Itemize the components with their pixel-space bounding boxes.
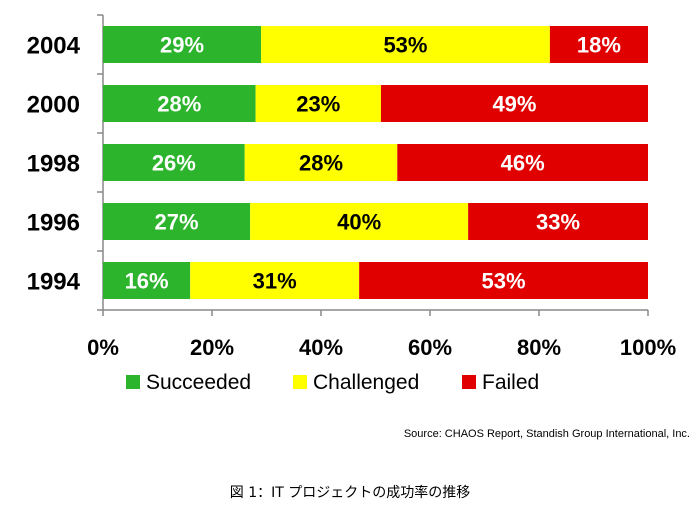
bar-segment-succeeded [103, 26, 262, 63]
category-label: 1996 [27, 210, 80, 237]
category-label: 2004 [27, 33, 81, 60]
legend-swatch-challenged [293, 375, 307, 389]
category-label: 2000 [27, 92, 80, 119]
category-label: 1994 [27, 269, 81, 296]
data-label: 53% [383, 33, 427, 58]
bar-segment-succeeded [103, 203, 251, 240]
legend-label: Failed [482, 371, 539, 394]
bar-segment-failed [380, 85, 648, 122]
data-label: 16% [125, 269, 169, 294]
legend-label: Succeeded [146, 371, 251, 394]
data-label: 40% [337, 210, 381, 235]
data-label: 46% [501, 151, 545, 176]
x-tick-label: 0% [87, 335, 119, 360]
data-label: 28% [299, 151, 343, 176]
category-label: 1998 [27, 151, 80, 178]
data-label: 29% [160, 33, 204, 58]
bar-segment-succeeded [103, 262, 191, 299]
data-label: 49% [492, 92, 536, 117]
data-label: 31% [253, 269, 297, 294]
data-label: 26% [152, 151, 196, 176]
stacked-bar-chart: 2004 29% 53% 18% 2000 28% 23% 49% 1998 26% 28% 46% 1… [27, 14, 676, 394]
figure-caption: 図 1：IT プロジェクトの成功率の推移 [229, 485, 471, 501]
data-label: 33% [536, 210, 580, 235]
data-label: 53% [482, 269, 526, 294]
source-note: Source: CHAOS Report, Standish Group Int… [403, 428, 690, 440]
bar-segment-challenged [244, 144, 398, 181]
x-tick-label: 100% [620, 335, 676, 360]
bar-segment-challenged [250, 203, 469, 240]
bar-segment-failed [549, 26, 648, 63]
bar-segment-challenged [255, 85, 381, 122]
x-tick-label: 80% [517, 335, 561, 360]
bar-segment-succeeded [103, 144, 245, 181]
legend-swatch-succeeded [126, 375, 140, 389]
bar-segment-succeeded [103, 85, 256, 122]
x-tick-label: 60% [408, 335, 452, 360]
data-label: 23% [296, 92, 340, 117]
bar-segment-failed [359, 262, 648, 299]
bar-segment-challenged [190, 262, 360, 299]
x-tick-label: 40% [299, 335, 343, 360]
data-label: 18% [577, 33, 621, 58]
x-tick-label: 20% [190, 335, 234, 360]
bar-segment-challenged [261, 26, 550, 63]
legend-swatch-failed [462, 375, 476, 389]
bar-segment-failed [468, 203, 648, 240]
legend-label: Challenged [313, 371, 419, 394]
data-label: 28% [157, 92, 201, 117]
data-label: 27% [155, 210, 199, 235]
bar-segment-failed [397, 144, 648, 181]
